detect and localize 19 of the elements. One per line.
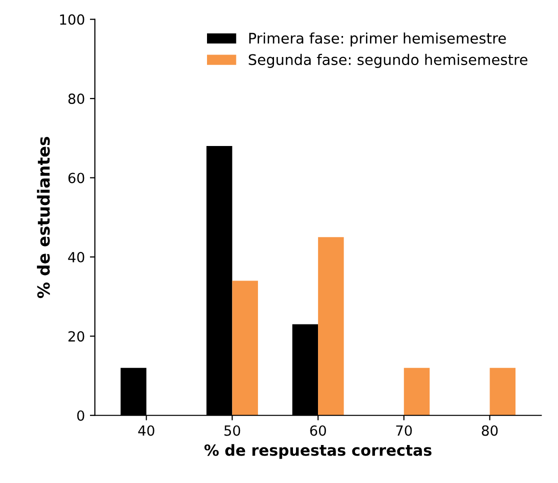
x-tick-label: 60 [310,425,326,436]
legend-label: Primera fase: primer hemisemestre [249,32,506,47]
y-tick-label: 20 [68,331,84,342]
y-tick-label: 80 [68,94,84,104]
x-tick-label: 80 [482,425,498,436]
x-tick-label: 50 [224,425,240,436]
y-tick-label: 100 [60,14,84,25]
x-tick-label: 40 [138,425,154,436]
bar [490,368,516,416]
y-tick-label: 0 [77,410,84,421]
y-tick-label: 40 [68,252,84,262]
y-tick-label: 60 [68,172,84,184]
bar [404,368,430,416]
x-axis-title: % de respuestas correctas [204,444,432,459]
y-axis-title: % de estudiantes [36,136,50,298]
x-tick-label: 70 [396,425,412,436]
legend-label: Segunda fase: segundo hemisemestre [248,54,528,68]
bar [318,237,344,416]
bar [232,280,258,416]
